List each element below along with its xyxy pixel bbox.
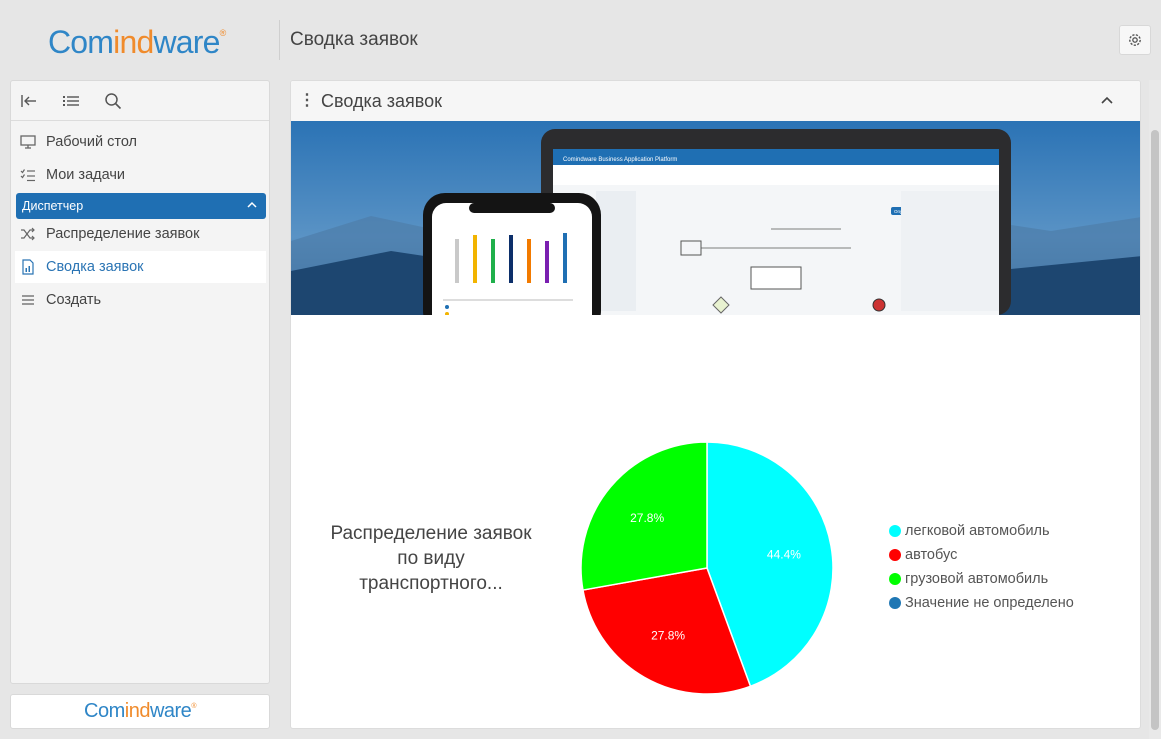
pie-slice-label: 27.8%: [630, 511, 664, 525]
sidebar-item-label: Распределение заявок: [46, 226, 200, 242]
top-bar: Comindware® Сводка заявок: [0, 0, 1161, 80]
search-button[interactable]: [103, 91, 123, 111]
gear-icon: [1129, 34, 1141, 46]
comindware-logo[interactable]: Comindware®: [48, 24, 226, 60]
legend-label: грузовой автомобиль: [905, 571, 1049, 587]
collapse-sidebar-button[interactable]: [19, 91, 39, 111]
shuffle-icon: [19, 225, 37, 243]
pie-slice-label: 27.8%: [651, 629, 685, 643]
sidebar-item-create[interactable]: Создать: [15, 284, 266, 316]
page-scrollbar[interactable]: [1149, 80, 1161, 739]
legend-label: Значение не определено: [905, 595, 1074, 611]
sidebar-item-label: Создать: [46, 292, 102, 308]
search-icon: [105, 92, 122, 109]
document-icon: [19, 258, 37, 276]
legend-item[interactable]: Значение не определено: [889, 591, 1074, 615]
legend-label: легковой автомобиль: [905, 523, 1050, 539]
promo-banner: Comindware Business Application Platform…: [291, 121, 1140, 315]
sidebar-toolbar: [11, 81, 269, 121]
pie-slice[interactable]: [580, 441, 708, 591]
footer-logo: Comindware®: [84, 700, 196, 722]
section-label: Диспетчер: [22, 199, 84, 213]
sidebar-item-distribution[interactable]: Распределение заявок: [15, 218, 266, 250]
sidebar-item-label: Рабочий стол: [46, 134, 138, 150]
lines-icon: [19, 291, 37, 309]
chart-title: Распределение заявок по виду транспортно…: [330, 523, 532, 594]
sidebar-item-desktop[interactable]: Рабочий стол: [15, 126, 266, 158]
panel-header: ⋮ Сводка заявок: [291, 81, 1140, 121]
sidebar-section-dispatcher[interactable]: Диспетчер: [16, 193, 266, 219]
sidebar-item-label: Сводка заявок: [46, 259, 144, 275]
settings-button[interactable]: [1119, 25, 1151, 55]
legend-swatch: [889, 597, 901, 609]
sidebar-item-summary[interactable]: Сводка заявок: [15, 251, 266, 283]
pie-chart: 44.4% 27.8% 27.8%: [580, 441, 834, 695]
collapse-sidebar-icon: [21, 94, 36, 107]
sidebar-item-my-tasks[interactable]: Мои задачи: [15, 159, 266, 191]
chevron-up-icon[interactable]: [1100, 93, 1114, 107]
legend-swatch: [889, 525, 901, 537]
pie-slice[interactable]: [706, 441, 834, 688]
chart-legend: легковой автомобиль автобус грузовой авт…: [889, 519, 1074, 615]
legend-swatch: [889, 573, 901, 585]
desktop-icon: [19, 133, 37, 151]
panel-menu-icon[interactable]: ⋮: [299, 92, 315, 109]
pie-chart-area: Распределение заявок по виду транспортно…: [291, 315, 1140, 728]
phone-bar-chart: [443, 233, 573, 315]
scrollbar-thumb[interactable]: [1151, 130, 1159, 730]
header-divider: [279, 20, 280, 60]
sidebar: Рабочий стол Мои задачи Диспетчер Распре…: [10, 80, 270, 684]
sidebar-footer-logo[interactable]: Comindware®: [10, 694, 270, 729]
panel-title: Сводка заявок: [321, 90, 443, 111]
banner-window-title: Comindware Business Application Platform: [563, 157, 677, 163]
chevron-up-icon: [247, 201, 257, 208]
sidebar-item-label: Мои задачи: [46, 167, 126, 183]
list-icon: [63, 95, 79, 106]
pie-slice[interactable]: [582, 567, 752, 695]
summary-panel: ⋮ Сводка заявок Comindware Business Appl…: [290, 80, 1141, 729]
task-list-icon: [19, 166, 37, 184]
legend-label: автобус: [905, 547, 958, 563]
list-view-button[interactable]: [61, 91, 81, 111]
legend-item[interactable]: легковой автомобиль: [889, 519, 1074, 543]
pie-slice-label: 44.4%: [767, 547, 801, 561]
page-title: Сводка заявок: [290, 29, 418, 50]
legend-item[interactable]: грузовой автомобиль: [889, 567, 1074, 591]
legend-item[interactable]: автобус: [889, 543, 1074, 567]
legend-swatch: [889, 549, 901, 561]
